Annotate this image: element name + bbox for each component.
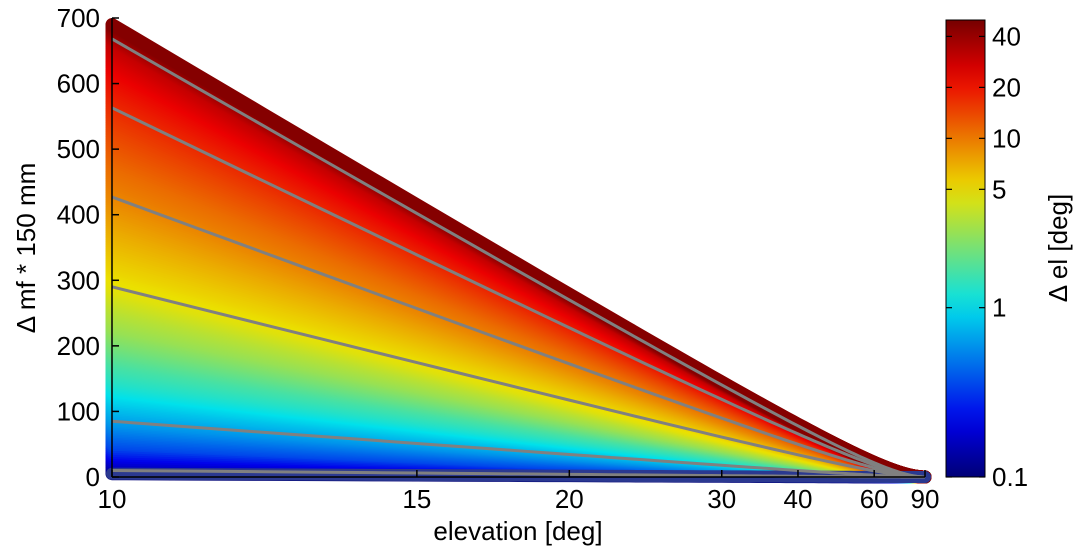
y-tick-label: 100 <box>57 396 100 426</box>
y-ticks: 0 100 200 300 400 500 600 700 <box>57 3 119 492</box>
colorbar-tick-label: 5 <box>992 174 1006 204</box>
x-tick-label: 90 <box>911 484 940 514</box>
x-tick-label: 30 <box>707 484 736 514</box>
y-tick-label: 0 <box>86 462 100 492</box>
colorbar-tick-label: 10 <box>992 123 1021 153</box>
y-tick-label: 200 <box>57 331 100 361</box>
colorbar <box>945 19 986 478</box>
y-tick-label: 300 <box>57 265 100 295</box>
x-tick-label: 60 <box>860 484 889 514</box>
y-axis-label: Δ mf * 150 mm <box>11 163 41 334</box>
colorbar-tick-label: 1 <box>992 293 1006 323</box>
colorbar-tick-label: 40 <box>992 21 1021 51</box>
colorbar-tick-label: 20 <box>992 72 1021 102</box>
x-tick-label: 20 <box>555 484 584 514</box>
data-band <box>105 18 932 484</box>
x-ticks: 10 15 20 30 40 60 90 <box>98 470 940 514</box>
y-tick-label: 500 <box>57 134 100 164</box>
colorbar-ticks: 0.1 1 5 10 20 40 <box>946 21 1028 492</box>
x-tick-label: 15 <box>402 484 431 514</box>
y-tick-label: 600 <box>57 69 100 99</box>
axes <box>111 18 925 478</box>
x-axis-label: elevation [deg] <box>433 516 602 546</box>
x-tick-label: 40 <box>784 484 813 514</box>
x-tick-label: 10 <box>98 484 127 514</box>
colorbar-tick-label: 0.1 <box>992 462 1028 492</box>
colorbar-scale <box>945 19 986 478</box>
colorbar-label: Δ el [deg] <box>1043 194 1073 302</box>
y-tick-label: 700 <box>57 3 100 33</box>
y-tick-label: 400 <box>57 200 100 230</box>
gray-curve <box>111 37 926 479</box>
